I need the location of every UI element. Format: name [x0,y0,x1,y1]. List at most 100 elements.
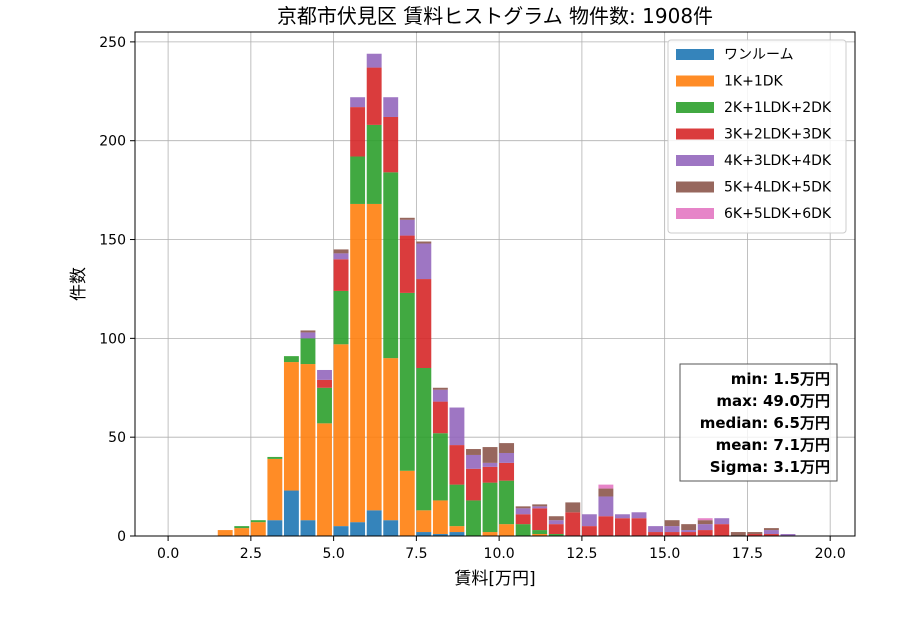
legend-label: 4K+3LDK+4DK [724,153,832,169]
bar-segment [416,241,432,244]
legend-swatch [676,75,714,87]
bar-segment [482,466,498,483]
bar-segment [548,524,564,535]
x-tick-label: 10.0 [484,546,515,562]
bar-segment [416,368,432,511]
legend-label: 1K+1DK [724,74,784,90]
bar-segment [598,516,614,536]
legend-label: 2K+1LDK+2DK [724,100,832,116]
bar-segment [466,449,481,455]
bar-segment [350,203,366,523]
x-tick-label: 7.5 [405,546,427,562]
bar-segment [532,508,548,531]
bar-segment [565,502,581,513]
bar-segment [267,520,283,536]
bar-segment [383,520,399,536]
bar-segment [615,514,630,519]
bar-segment [515,524,531,536]
bar-segment [565,512,581,536]
bar-segment [581,514,597,527]
bar-segment [432,433,448,501]
stats-box: min: 1.5万円 max: 49.0万円 median: 6.5万円 mea… [679,363,838,482]
bar-segment [747,534,763,536]
bar-segment [300,330,316,333]
chart-title: 京都市伏見区 賃料ヒストグラム 物件数: 1908件 [277,4,713,28]
bar-segment [697,524,713,531]
bar-segment [482,462,498,467]
bar-segment [234,528,250,536]
bar-segment [432,401,448,434]
bar-segment [482,532,498,536]
bar-segment [383,116,399,173]
bar-segment [449,526,465,533]
bar-segment [515,514,531,525]
bar-segment [532,530,548,535]
legend-entries: ワンルーム 1K+1DK 2K+1LDK+2DK 3K+2LDK+3DK 4K+3LDK… [676,47,832,222]
x-axis-ticks: 0.0 2.5 5.0 7.5 10.0 12.5 15.0 17.5 20.0 [157,536,846,562]
bar-segment [449,532,465,536]
y-axis-label: 件数 [69,267,89,301]
bar-segment [432,534,448,536]
bar-segment [598,484,614,489]
bar-segment [333,526,349,536]
bar-segment [598,496,614,517]
bar-segment [217,530,233,536]
bar-segment [466,500,481,536]
bar-segment [631,518,647,536]
legend-swatch [676,102,714,113]
bar-segment [366,53,382,68]
bar-segment [333,253,349,260]
bar-segment [383,97,399,117]
plot-frame [134,31,856,537]
bar-segment [383,358,399,521]
bar-segment [333,249,349,254]
bar-segment [482,447,498,463]
y-tick-label: 200 [99,134,126,150]
bar-segment [366,124,382,204]
bar-segment [697,518,713,521]
bar-segment [747,532,763,535]
stats-box-frame [679,363,838,482]
bar-segment [648,526,663,533]
bar-segment [366,510,382,536]
x-tick-label: 2.5 [240,546,262,562]
bar-segment [300,364,316,521]
legend-swatch [676,208,714,219]
x-tick-label: 20.0 [815,546,846,562]
bar-segment [515,506,531,509]
bar-segment [532,504,548,507]
bars [217,53,796,536]
stats-sigma: Sigma: 3.1万円 [710,458,830,476]
y-tick-label: 100 [99,331,126,347]
bar-segment [300,520,316,536]
bar-segment [399,217,415,220]
y-tick-label: 150 [99,233,126,249]
x-tick-label: 17.5 [732,546,763,562]
bar-segment [449,484,465,527]
bar-segment [350,522,366,536]
bar-segment [383,172,399,359]
bar-segment [300,332,316,339]
y-tick-label: 250 [99,35,126,51]
bar-segment [466,468,481,501]
x-tick-label: 12.5 [566,546,597,562]
bar-segment [548,534,564,536]
bar-segment [449,407,465,446]
bar-segment [267,458,283,521]
bar-segment [532,506,548,509]
bar-segment [548,520,564,525]
bar-segment [416,532,432,536]
stats-median: median: 6.5万円 [700,414,830,432]
bar-segment [763,528,779,531]
y-tick-label: 50 [108,430,126,446]
bar-segment [648,532,663,536]
bar-segment [432,387,448,390]
legend-swatch [676,49,714,60]
bar-segment [234,526,250,529]
bar-segment [333,344,349,527]
bar-segment [532,534,548,536]
stats-min: min: 1.5万円 [731,370,830,388]
bar-segment [283,356,299,363]
bar-segment [499,452,515,463]
